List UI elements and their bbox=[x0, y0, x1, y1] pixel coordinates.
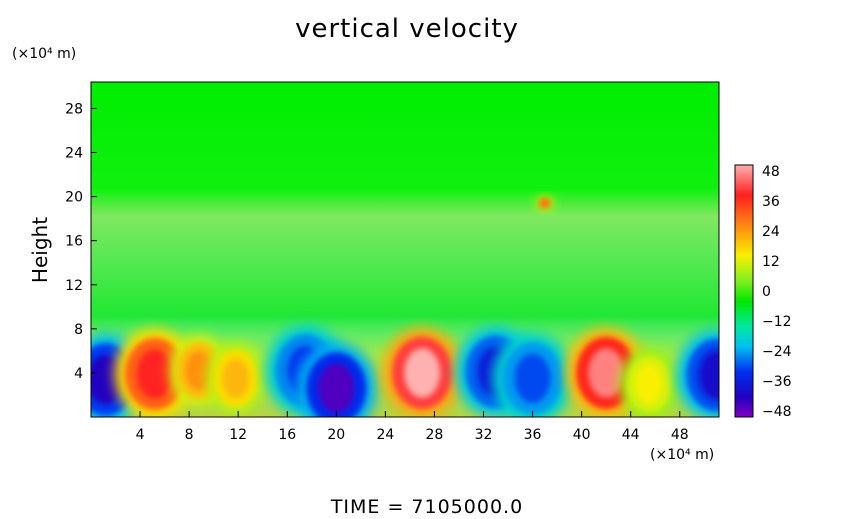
colorbar-tick-label: 48 bbox=[762, 164, 780, 180]
colorbar-tick-label: −24 bbox=[762, 344, 792, 360]
x-tick-label: 44 bbox=[622, 427, 640, 443]
x-tick-label: 48 bbox=[671, 427, 689, 443]
y-tick-label: 20 bbox=[65, 190, 83, 206]
x-tick-label: 40 bbox=[573, 427, 591, 443]
x-tick-label: 16 bbox=[278, 427, 296, 443]
velocity-cell bbox=[206, 342, 266, 415]
velocity-cell-core bbox=[514, 353, 551, 404]
colorbar-tick-label: 0 bbox=[762, 284, 771, 300]
heatmap-field bbox=[91, 82, 719, 417]
colorbar-tick-label: −36 bbox=[762, 374, 792, 390]
y-tick-label: 24 bbox=[65, 146, 83, 162]
x-axis-unit: (×10⁴ m) bbox=[650, 447, 715, 463]
velocity-cell-core bbox=[185, 351, 213, 391]
x-tick-label: 24 bbox=[376, 427, 394, 443]
colorbar-tick-label: 36 bbox=[762, 194, 780, 210]
y-tick-label: 4 bbox=[74, 366, 83, 382]
velocity-cell bbox=[295, 342, 377, 417]
velocity-cell bbox=[492, 332, 574, 417]
colorbar-tick-label: 24 bbox=[762, 224, 780, 240]
velocity-cell-core bbox=[404, 348, 441, 398]
x-tick-label: 20 bbox=[327, 427, 345, 443]
y-tick-label: 28 bbox=[65, 101, 83, 117]
velocity-cell-core bbox=[541, 199, 549, 207]
x-tick-label: 36 bbox=[524, 427, 542, 443]
velocity-cell-core bbox=[698, 350, 719, 400]
velocity-cell-core bbox=[136, 349, 173, 399]
x-tick-label: 28 bbox=[426, 427, 444, 443]
velocity-cell-core bbox=[588, 348, 625, 398]
x-tick-label: 8 bbox=[185, 427, 194, 443]
y-tick-label: 12 bbox=[65, 278, 83, 294]
y-axis-unit: (×10⁴ m) bbox=[12, 46, 77, 62]
x-tick-label: 12 bbox=[229, 427, 247, 443]
y-tick-label: 16 bbox=[65, 234, 83, 250]
colorbar-tick-label: −12 bbox=[762, 314, 792, 330]
time-label: TIME = 7105000.0 bbox=[330, 496, 524, 518]
plot-frame bbox=[90, 81, 720, 418]
colorbar-tick-label: 12 bbox=[762, 254, 780, 270]
velocity-cell bbox=[676, 329, 719, 417]
chart-title: vertical velocity bbox=[295, 14, 519, 44]
x-tick-label: 4 bbox=[136, 427, 145, 443]
velocity-cell-core bbox=[318, 363, 355, 414]
y-tick-label: 8 bbox=[74, 322, 83, 338]
x-tick-label: 32 bbox=[475, 427, 493, 443]
colorbar-tick-label: −48 bbox=[762, 404, 792, 420]
colorbar bbox=[734, 164, 754, 418]
velocity-cell bbox=[536, 197, 553, 210]
velocity-cell-core bbox=[222, 358, 249, 398]
velocity-cell bbox=[619, 347, 679, 417]
velocity-cell-core bbox=[635, 364, 663, 404]
velocity-cell bbox=[381, 327, 463, 417]
